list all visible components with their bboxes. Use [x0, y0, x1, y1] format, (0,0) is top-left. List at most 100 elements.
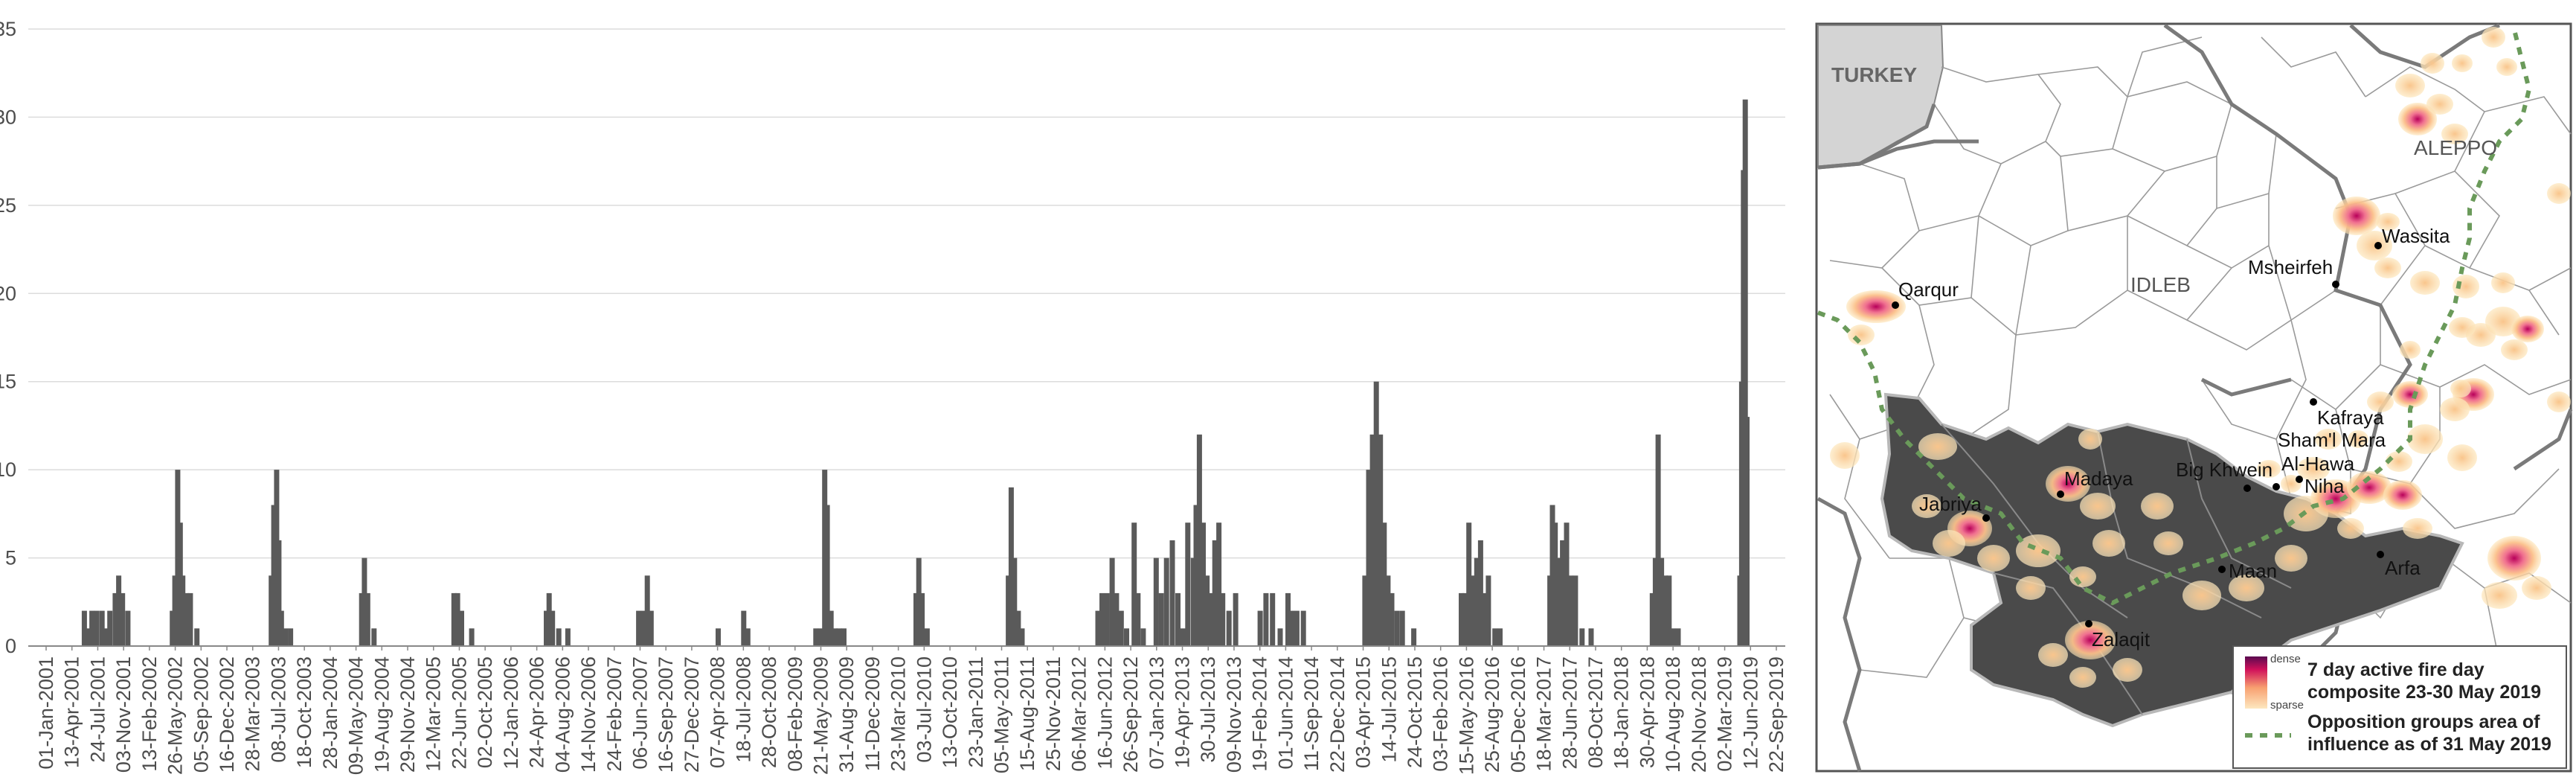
x-tick-label: 23-Mar-2010 — [887, 656, 910, 772]
x-tick-label: 09-May-2004 — [345, 656, 367, 775]
chart-bars — [81, 99, 1750, 646]
x-tick-label: 01-Jun-2014 — [1274, 656, 1297, 770]
chart-bar — [1008, 487, 1014, 646]
chart-bar — [1655, 434, 1661, 646]
place-arfa: Arfa — [2385, 557, 2421, 579]
x-tick-label: 15-Aug-2011 — [1016, 656, 1038, 771]
chart-bar — [125, 610, 131, 646]
chart-bar — [1131, 522, 1137, 646]
x-tick-label: 12-Jan-2006 — [500, 656, 522, 770]
chart-bar — [1564, 522, 1570, 646]
chart-bar — [716, 628, 721, 646]
x-tick-label: 24-Apr-2006 — [526, 656, 548, 768]
chart-bar — [636, 610, 642, 646]
chart-bar — [89, 610, 95, 646]
x-tick-label: 05-May-2011 — [991, 656, 1013, 773]
chart-bar — [283, 628, 289, 646]
chart-bar — [1362, 575, 1368, 646]
x-tick-label: 31-Aug-2009 — [835, 656, 858, 773]
chart-bar — [180, 575, 186, 646]
chart-bar — [1158, 592, 1164, 646]
x-tick-label: 10-Aug-2018 — [1662, 656, 1684, 773]
place-al-hawa: Al-Hawa — [2281, 453, 2355, 475]
chart-bar — [278, 610, 284, 646]
x-tick-label: 20-Nov-2018 — [1688, 656, 1710, 773]
chart-bar — [1277, 628, 1283, 646]
chart-bar — [1201, 522, 1206, 646]
x-tick-label: 05-Sep-2002 — [190, 656, 212, 773]
chart-bar — [99, 610, 105, 646]
chart-bar — [1485, 575, 1491, 646]
y-tick-label: 5 — [5, 547, 16, 569]
chart-bar — [1568, 575, 1573, 646]
region-aleppo: ALEPPO — [2414, 136, 2497, 159]
chart-bar — [565, 628, 571, 646]
x-tick-label: 11-Dec-2009 — [861, 656, 884, 771]
chart-bar — [1175, 592, 1181, 646]
y-tick-label: 15 — [0, 371, 16, 393]
chart-bar — [1196, 434, 1202, 646]
opposition-influence-line — [1817, 29, 2532, 606]
chart-bar — [1652, 557, 1658, 646]
x-tick-label: 16-Sep-2007 — [655, 656, 677, 773]
y-tick-label: 25 — [0, 194, 16, 217]
chart-bar — [1670, 628, 1676, 646]
x-tick-label: 16-Jun-2012 — [1093, 656, 1116, 770]
x-tick-label: 07-Apr-2008 — [707, 656, 729, 768]
x-tick-label: 13-Apr-2001 — [61, 656, 83, 768]
chart-bar — [276, 540, 282, 646]
chart-bar — [1369, 434, 1375, 646]
x-tick-label: 03-Feb-2016 — [1430, 656, 1452, 772]
x-tick-label: 14-Jul-2015 — [1378, 656, 1400, 763]
x-tick-label: 04-Aug-2006 — [551, 656, 574, 773]
x-tick-label: 19-Aug-2004 — [370, 656, 393, 773]
chart-bar — [451, 592, 457, 646]
chart-bar — [1411, 628, 1417, 646]
y-tick-label: 0 — [5, 635, 16, 657]
chart-bar — [1270, 592, 1276, 646]
chart-bar — [364, 592, 370, 646]
chart-bar — [916, 557, 922, 646]
chart-bar — [1169, 540, 1175, 646]
chart-bar — [1226, 610, 1232, 646]
x-axis: 01-Jan-2001 13-Apr-2001 24-Jul-2001 03-Nov-… — [35, 646, 1788, 775]
x-tick-label: 22-Sep-2019 — [1765, 656, 1788, 773]
chart-bar — [1666, 575, 1672, 646]
x-tick-label: 02-Oct-2005 — [474, 656, 496, 768]
chart-bar — [745, 628, 751, 646]
y-tick-label: 35 — [0, 18, 16, 40]
x-tick-label: 18-Oct-2003 — [293, 656, 315, 768]
chart-bar — [1124, 628, 1129, 646]
place-qarqur: Qarqur — [1898, 278, 1959, 301]
place-big-khwein: Big Khwein — [2176, 458, 2273, 481]
x-tick-label: 13-Feb-2002 — [138, 656, 161, 772]
chart-bar — [1459, 592, 1464, 646]
chart-bar — [116, 575, 122, 646]
chart-bar — [1394, 610, 1400, 646]
chart-bar — [913, 592, 919, 646]
chart-bar — [1399, 610, 1405, 646]
chart-bar — [1257, 610, 1263, 646]
x-tick-label: 24-Oct-2015 — [1404, 656, 1426, 768]
x-tick-label: 18-Mar-2017 — [1533, 656, 1555, 772]
chart-bar — [362, 557, 367, 646]
x-tick-label: 13-Oct-2010 — [939, 656, 961, 768]
chart-bar — [1366, 470, 1372, 646]
chart-bar — [1104, 592, 1110, 646]
chart-bar — [546, 592, 552, 646]
x-tick-label: 24-Jul-2001 — [86, 656, 109, 763]
chart-bar — [1462, 592, 1468, 646]
chart-bar — [818, 628, 823, 646]
y-tick-label: 30 — [0, 106, 16, 128]
chart-bar — [1216, 522, 1222, 646]
x-tick-label: 27-Dec-2007 — [681, 656, 703, 773]
chart-bar — [1373, 381, 1379, 646]
chart-bar — [194, 628, 200, 646]
chart-bar — [648, 610, 654, 646]
chart-bar — [1477, 540, 1483, 646]
x-tick-label: 01-Jan-2001 — [35, 656, 57, 770]
fire-hotspots — [1830, 27, 2571, 688]
chart-bar — [103, 628, 109, 646]
chart-bar — [1208, 592, 1214, 646]
chart-bar — [556, 628, 562, 646]
